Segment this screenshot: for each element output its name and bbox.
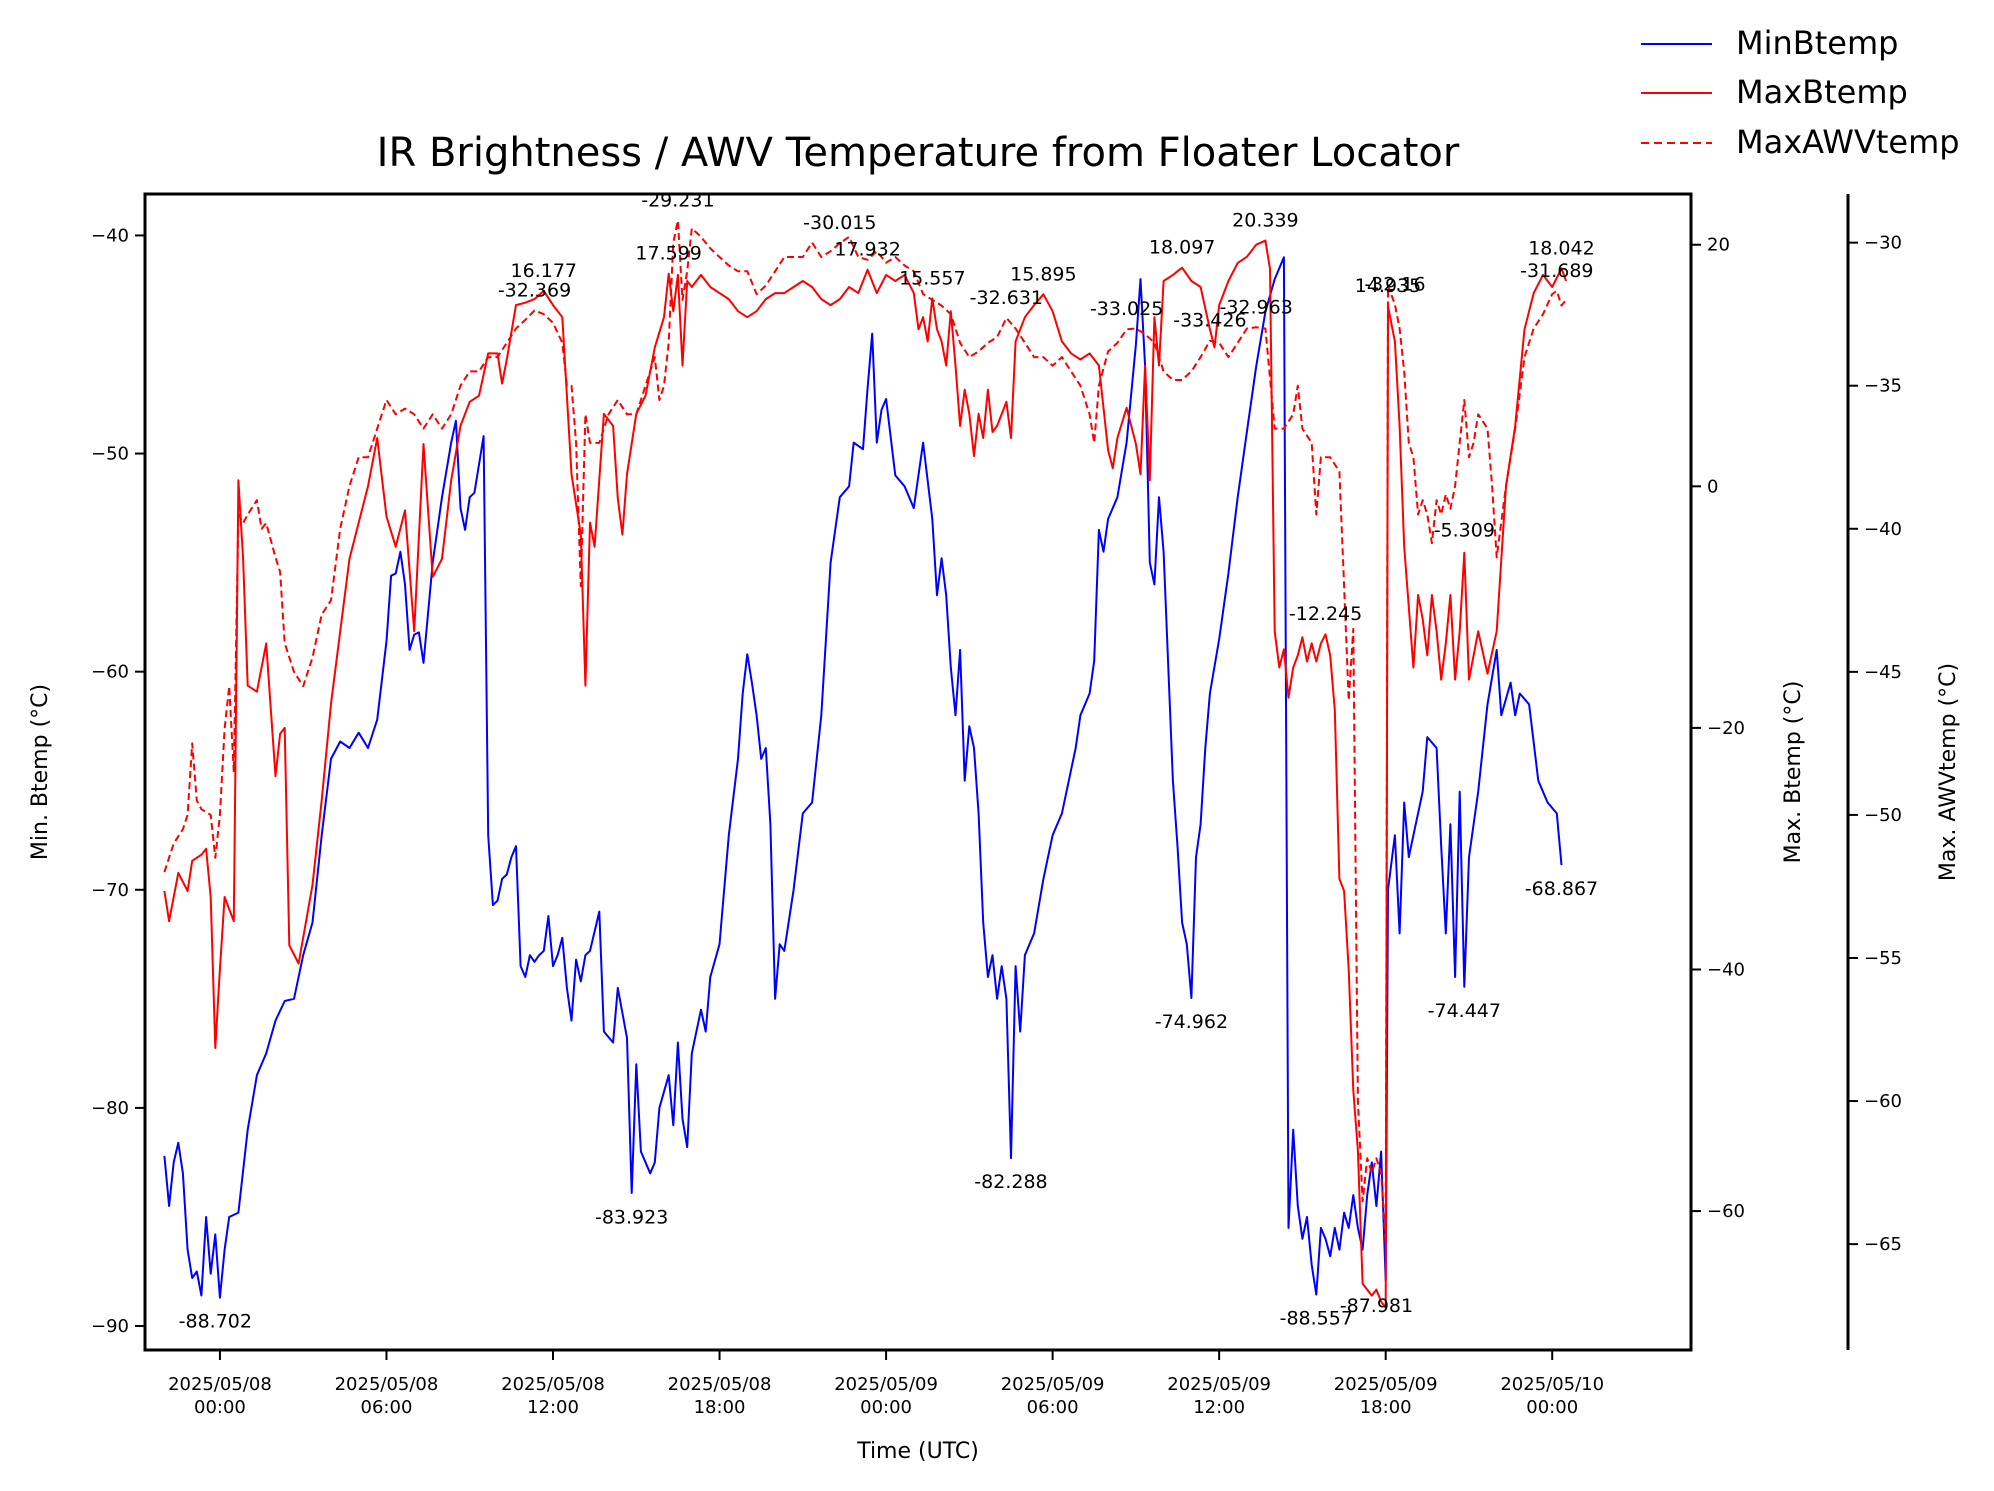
y3axis-tick-label: −55 (1864, 948, 1902, 969)
y3axis-tick-label: −35 (1864, 376, 1902, 397)
annotation-label: 14.935 (1355, 275, 1421, 297)
y3axis-tick-label: −30 (1864, 233, 1902, 254)
y2-axis: 20 0 −20 −40 −60 (1691, 235, 1745, 1222)
x-tick-label-date: 2025/05/08 (668, 1374, 772, 1395)
x-tick-label-date: 2025/05/09 (1167, 1374, 1271, 1395)
annotation-label: -88.557 (1280, 1308, 1353, 1330)
x-tick-label-time: 06:00 (361, 1397, 413, 1418)
y1axis-tick-label: −90 (91, 1316, 129, 1337)
y3-axis: −30 −35 −40 −45 −50 −55 −60 −65 (1846, 194, 1902, 1350)
annotation-label: 15.895 (1010, 263, 1076, 285)
y1-axis-label: Min. Btemp (°C) (28, 684, 53, 860)
annotation-label: -32.16 (1364, 273, 1425, 295)
series-line-minbtemp (163, 256, 1563, 1299)
legend: MinBtemp MaxBtemp MaxAWVtemp (1641, 24, 1960, 161)
y2axis-tick-label: −20 (1707, 718, 1745, 739)
x-tick-label-date: 2025/05/08 (168, 1374, 272, 1395)
y3axis-tick-label: −50 (1864, 805, 1902, 826)
x-tick-label-date: 2025/05/09 (1334, 1374, 1438, 1395)
x-tick-label-time: 06:00 (1027, 1397, 1079, 1418)
annotation-label: -30.015 (803, 212, 876, 234)
annotation-label: -32.369 (498, 279, 571, 301)
annotation-label: 17.599 (635, 243, 701, 265)
x-tick-label-time: 18:00 (694, 1397, 746, 1418)
annotation-label: 20.339 (1232, 210, 1298, 232)
series-line-maxawvtemp (163, 219, 1567, 1246)
x-tick-label-time: 00:00 (194, 1397, 246, 1418)
y1axis-tick-label: −80 (91, 1098, 129, 1119)
y1axis-tick-label: −40 (91, 225, 129, 246)
annotation-label: -33.025 (1090, 298, 1163, 320)
series-layer (163, 219, 1568, 1309)
annotation-label: -74.447 (1428, 1000, 1501, 1022)
y3-axis-label: Max. AWVtemp (°C) (1936, 663, 1961, 881)
annotation-label: 16.177 (511, 260, 577, 282)
x-tick-label-date: 2025/05/09 (834, 1374, 938, 1395)
x-tick-label-time: 00:00 (860, 1397, 912, 1418)
y2-axis-label: Max. Btemp (°C) (1781, 681, 1806, 864)
annotation-label: -74.962 (1155, 1011, 1228, 1033)
annotation-label: -12.245 (1289, 603, 1362, 625)
annotation-label: 17.932 (834, 239, 900, 261)
annotation-label: 18.097 (1149, 237, 1215, 259)
legend-label-maxawvtemp: MaxAWVtemp (1736, 123, 1960, 161)
x-tick-label-time: 18:00 (1360, 1397, 1412, 1418)
x-tick-label-date: 2025/05/08 (501, 1374, 605, 1395)
y1-axis: −40 −50 −60 −70 −80 −90 (91, 225, 145, 1337)
y2axis-tick-label: 0 (1707, 476, 1718, 497)
y3axis-tick-label: −65 (1864, 1234, 1902, 1255)
legend-label-minbtemp: MinBtemp (1736, 24, 1898, 62)
annotation-label: -83.923 (595, 1206, 668, 1228)
annotation-layer: -88.702 -83.923 -82.288 -74.962 -88.557-87.9… (179, 190, 1599, 1333)
y1axis-tick-label: −60 (91, 662, 129, 683)
annotation-label: -87.981 (1340, 1295, 1413, 1317)
plot-frame (143, 192, 1693, 1352)
y2axis-tick-label: −40 (1707, 959, 1745, 980)
x-axis: 2025/05/0800:002025/05/0806:002025/05/08… (168, 1350, 1604, 1418)
y1axis-tick-label: −70 (91, 880, 129, 901)
annotation-label: -32.963 (1219, 296, 1292, 318)
x-tick-label-time: 00:00 (1526, 1397, 1578, 1418)
y3axis-tick-label: −45 (1864, 662, 1902, 683)
annotation-label: -68.867 (1525, 878, 1598, 900)
chart-title: IR Brightness / AWV Temperature from Flo… (377, 130, 1460, 176)
plot-area: -88.702 -83.923 -82.288 -74.962 -88.557-87.9… (143, 190, 1693, 1352)
annotation-label: -32.631 (970, 287, 1043, 309)
x-tick-label-date: 2025/05/09 (1001, 1374, 1105, 1395)
x-tick-label-time: 12:00 (527, 1397, 579, 1418)
annotation-label: 18.042 (1528, 237, 1594, 259)
y3axis-tick-label: −60 (1864, 1091, 1902, 1112)
annotation-label: -5.309 (1434, 519, 1495, 541)
y2axis-tick-label: −60 (1707, 1201, 1745, 1222)
y2axis-tick-label: 20 (1707, 235, 1730, 256)
annotation-label: 15.557 (899, 267, 965, 289)
legend-label-maxbtemp: MaxBtemp (1736, 73, 1908, 111)
annotation-label: -82.288 (974, 1171, 1047, 1193)
y1axis-tick-label: −50 (91, 444, 129, 465)
series-line-maxbtemp (163, 239, 1568, 1309)
x-tick-label-date: 2025/05/08 (335, 1374, 439, 1395)
x-axis-label: Time (UTC) (856, 1439, 979, 1464)
x-tick-label-date: 2025/05/10 (1500, 1374, 1604, 1395)
annotation-label: -31.689 (1520, 260, 1593, 282)
x-tick-label-time: 12:00 (1193, 1397, 1245, 1418)
annotation-label: -88.702 (179, 1311, 252, 1333)
annotation-label: -33.426 (1173, 310, 1246, 332)
y3axis-tick-label: −40 (1864, 519, 1902, 540)
annotation-label: -29.231 (641, 190, 714, 212)
